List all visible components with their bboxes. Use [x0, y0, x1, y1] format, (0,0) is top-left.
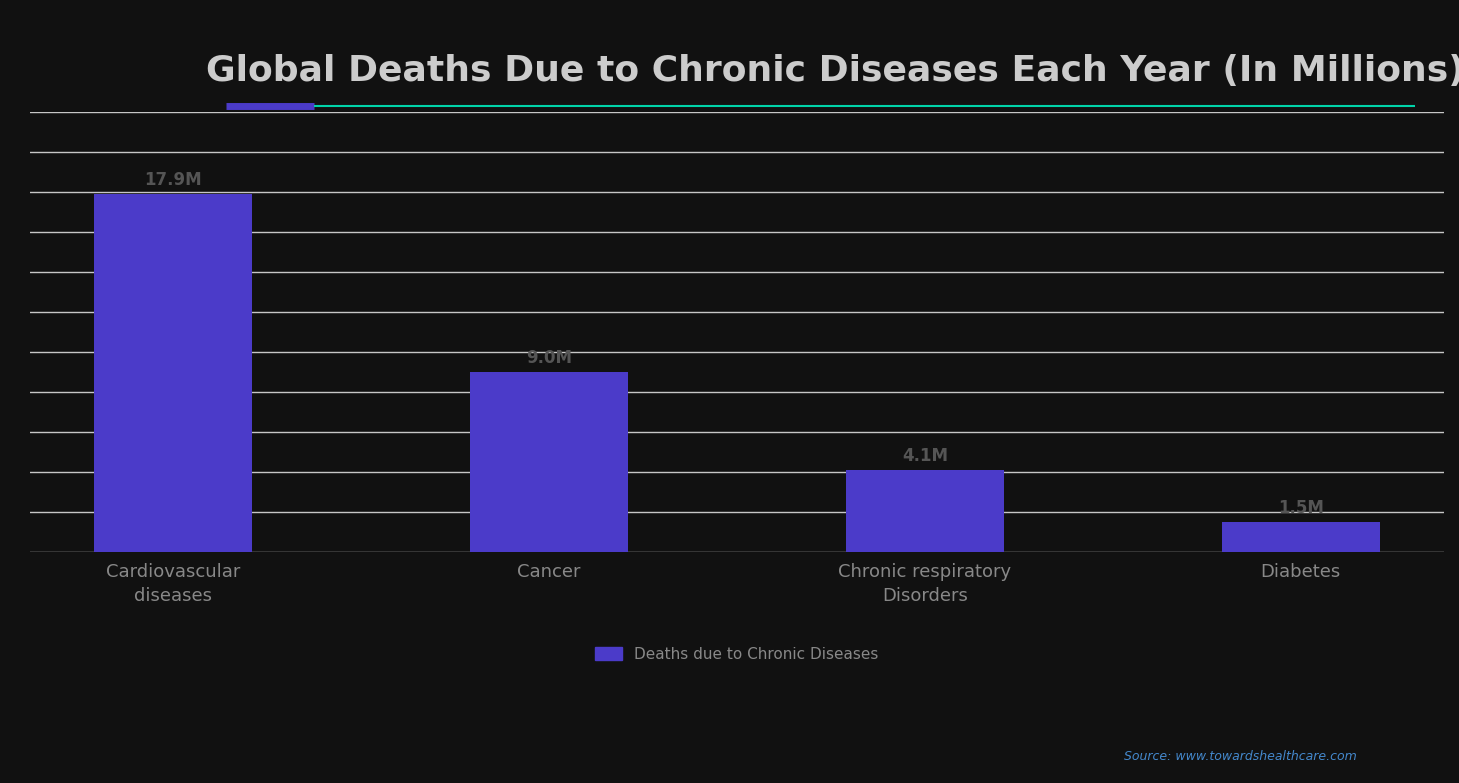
Text: 4.1M: 4.1M	[902, 447, 948, 465]
Bar	[470, 372, 627, 552]
Bar	[1221, 522, 1380, 552]
Text: 17.9M: 17.9M	[144, 171, 201, 189]
Text: 9.0M: 9.0M	[525, 349, 572, 367]
Text: Source: www.towardshealthcare.com: Source: www.towardshealthcare.com	[1123, 750, 1357, 763]
Bar	[93, 193, 252, 552]
Text: 1.5M: 1.5M	[1278, 499, 1323, 517]
Legend: Deaths due to Chronic Diseases: Deaths due to Chronic Diseases	[588, 640, 886, 668]
Title: Global Deaths Due to Chronic Diseases Each Year (In Millions): Global Deaths Due to Chronic Diseases Ea…	[206, 54, 1459, 88]
Bar	[846, 470, 1004, 552]
